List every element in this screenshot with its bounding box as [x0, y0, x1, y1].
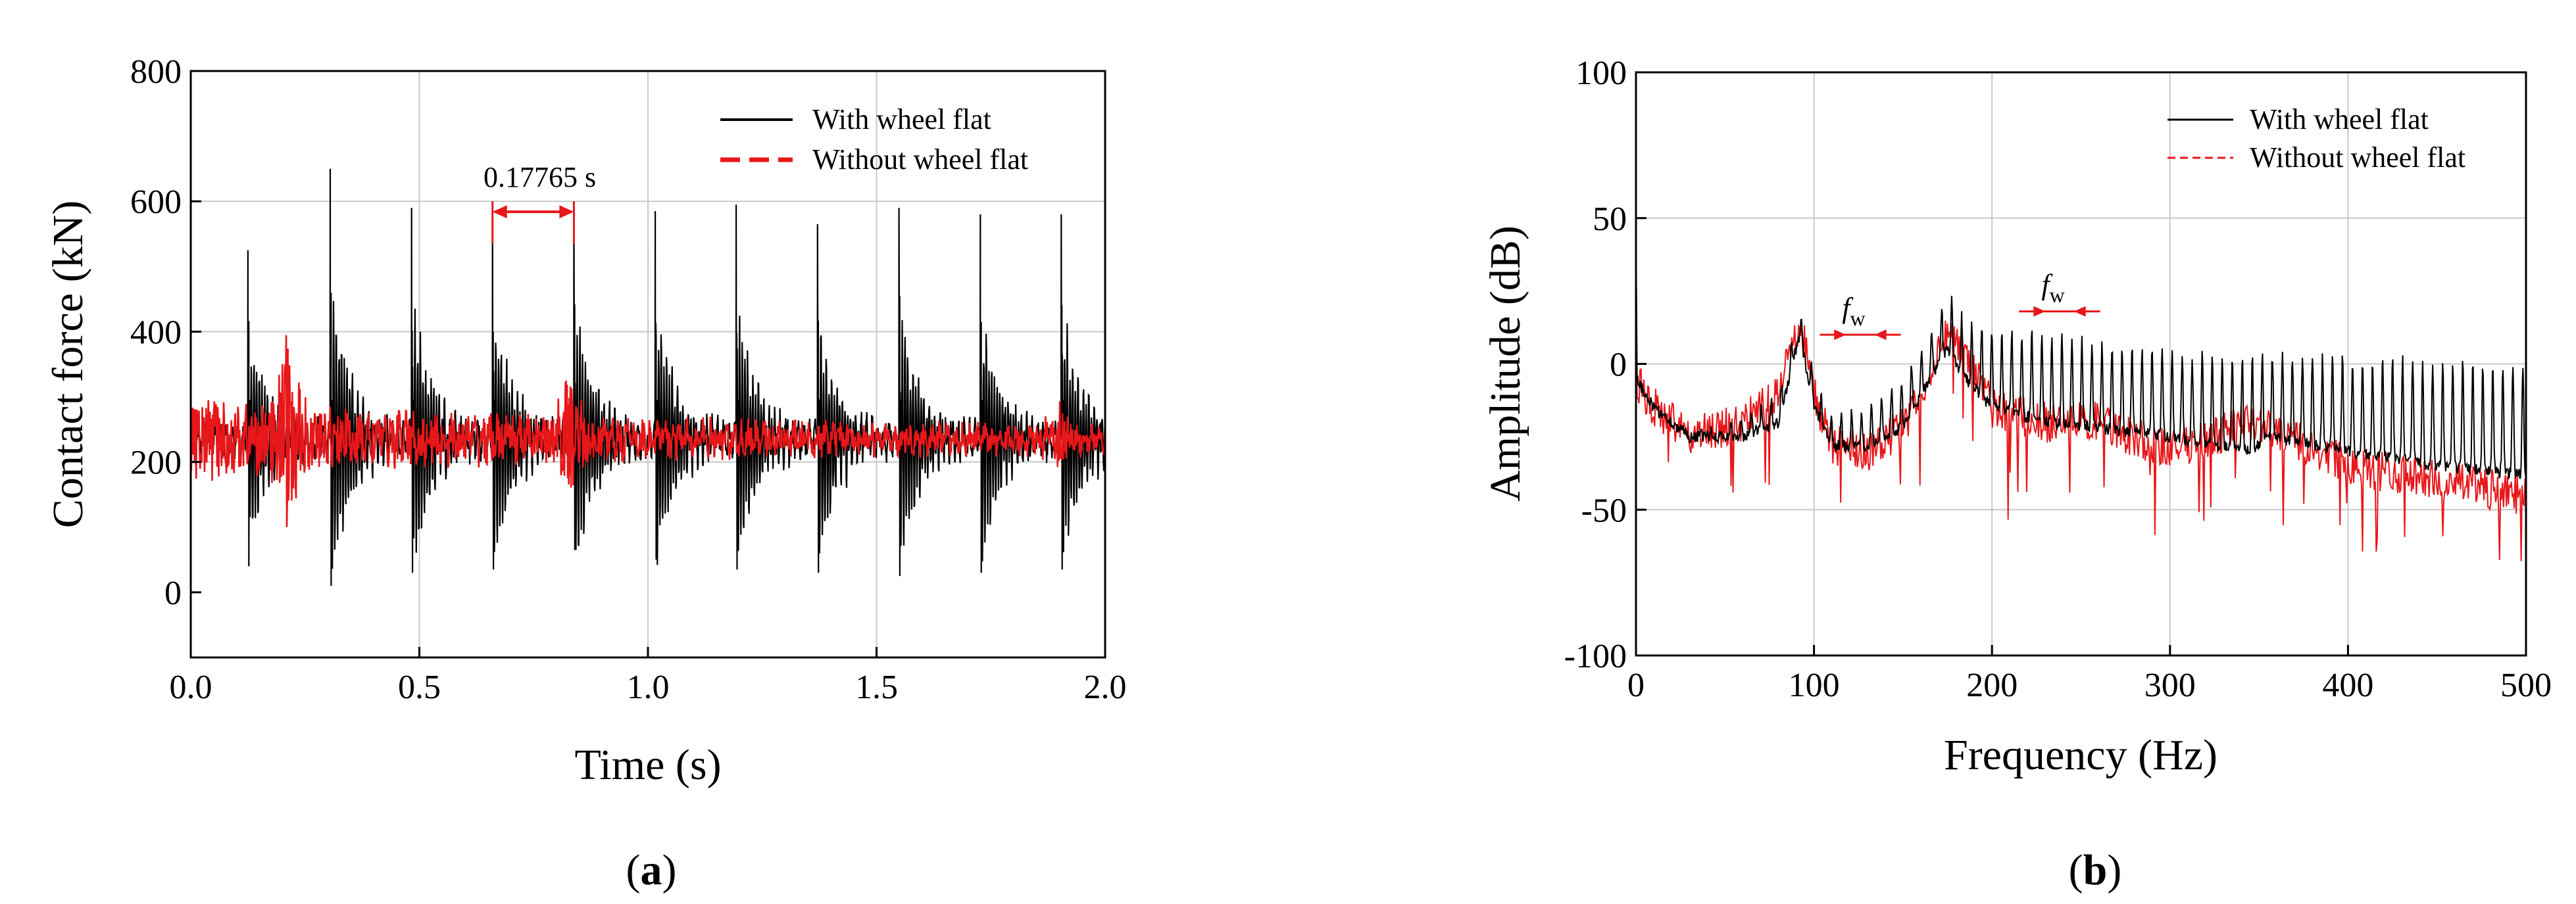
panel-a-period-annotation: 0.17765 s	[483, 161, 596, 245]
panel-a-y-tick-label: 800	[130, 53, 182, 91]
panel-b-xlabel: Frequency (Hz)	[1944, 731, 2217, 779]
panel-b-x-tick-label: 0	[1627, 667, 1645, 704]
panel-b-fw-arrow-left	[2033, 306, 2046, 317]
panel-b-fw-arrow-left	[1834, 329, 1846, 341]
panel-b-ticks: 0 100 200 300 400 500 -100 -50 0 50 100	[1564, 55, 2552, 704]
panel-b-fw-label: fw	[1842, 292, 1865, 330]
panel-b-x-tick-label: 500	[2500, 667, 2552, 704]
panel-b-legend-label-without: Without wheel flat	[2250, 141, 2465, 174]
panel-a-series-without-wheel-flat	[191, 335, 1105, 527]
panel-b-y-tick-label: 50	[1593, 201, 1627, 238]
panel-b-plot-area	[1636, 232, 2526, 561]
panel-b-x-tick-label: 300	[2144, 667, 2196, 704]
panel-a-y-tick-label: 400	[130, 314, 182, 351]
panel-b-y-tick-label: -50	[1581, 492, 1627, 529]
panel-a-x-tick-label: 1.0	[627, 669, 670, 706]
panel-a-contact-force: 0.0 0.5 1.0 1.5 2.0 0 200 400 600 800 Time (s) Co…	[44, 53, 1127, 894]
panel-b-series-without-wheel-flat	[1636, 232, 2526, 561]
panel-b-x-tick-label: 200	[1966, 667, 2018, 704]
panel-a-y-tick-label: 600	[130, 183, 182, 221]
panel-b-ylabel: Amplitude (dB)	[1481, 226, 1529, 502]
panel-a-period-arrow-right	[559, 205, 574, 219]
panel-a-x-tick-label: 1.5	[855, 669, 898, 706]
panel-a-plot-area	[191, 168, 1105, 586]
panel-b-legend-label-with: With wheel flat	[2250, 103, 2429, 135]
panel-b-fw-annotations: fw fw	[1820, 269, 2100, 341]
panel-b-x-tick-label: 400	[2322, 667, 2373, 704]
panel-a-period-label: 0.17765 s	[483, 161, 596, 193]
panel-a-y-tick-label: 200	[130, 444, 182, 482]
panel-a-legend-label-without: Without wheel flat	[812, 143, 1028, 176]
panel-b-fw-arrow-right	[1874, 329, 1887, 341]
panel-a-x-tick-label: 0.5	[398, 669, 441, 706]
panel-b-y-tick-label: 0	[1610, 346, 1627, 384]
panel-a-ticks: 0.0 0.5 1.0 1.5 2.0 0 200 400 600 800	[130, 53, 1127, 706]
panel-b-amplitude-spectrum: 0 100 200 300 400 500 -100 -50 0 50 100 Frequency …	[1481, 55, 2552, 894]
panel-b-series-with-wheel-flat	[1636, 232, 2526, 481]
panel-a-xlabel: Time (s)	[574, 741, 721, 789]
panel-b-legend: With wheel flat Without wheel flat	[2167, 103, 2465, 174]
panel-b-y-tick-label: -100	[1564, 638, 1627, 675]
panel-a-x-tick-label: 2.0	[1084, 669, 1127, 706]
panel-a-legend-label-with: With wheel flat	[812, 103, 991, 135]
panel-a-caption: (a)	[626, 846, 677, 894]
panel-b-y-tick-label: 100	[1575, 55, 1627, 92]
panel-b-fw-label: fw	[2041, 269, 2064, 307]
panel-b-caption: (b)	[2069, 846, 2122, 894]
panel-a-legend: With wheel flat Without wheel flat	[720, 103, 1028, 176]
panel-b-fw-arrow-right	[2073, 306, 2086, 317]
panel-a-period-arrow-left	[492, 205, 507, 219]
panel-b-x-tick-label: 100	[1789, 667, 1840, 704]
panel-a-ylabel: Contact force (kN)	[44, 201, 92, 528]
panel-a-y-tick-label: 0	[164, 575, 182, 612]
panel-a-x-tick-label: 0.0	[170, 669, 212, 706]
